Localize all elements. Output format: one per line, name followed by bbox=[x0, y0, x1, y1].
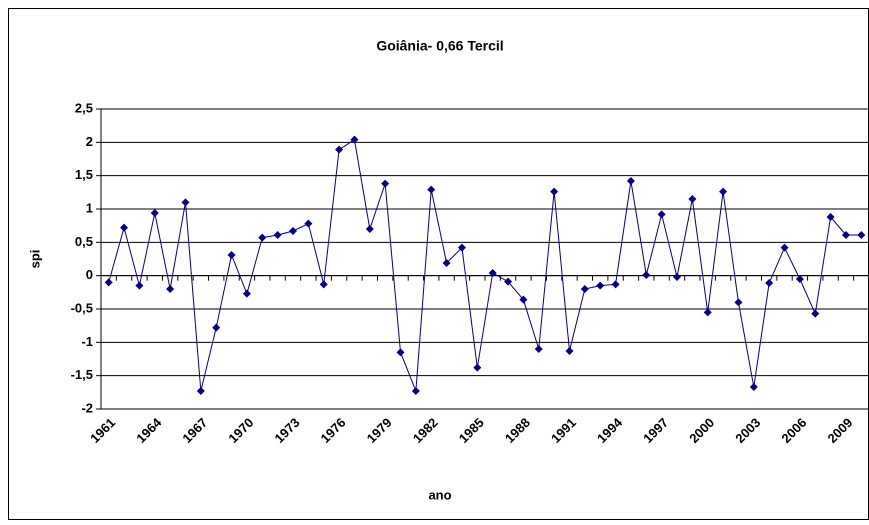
marker bbox=[657, 210, 666, 219]
marker bbox=[626, 177, 635, 185]
marker bbox=[411, 387, 420, 395]
marker bbox=[135, 281, 144, 290]
marker bbox=[765, 279, 774, 287]
marker bbox=[196, 387, 205, 395]
marker bbox=[580, 285, 589, 293]
chart-border bbox=[8, 8, 869, 520]
marker bbox=[442, 259, 451, 267]
marker bbox=[335, 145, 344, 154]
marker bbox=[304, 219, 313, 228]
marker bbox=[473, 363, 482, 372]
marker bbox=[611, 280, 620, 289]
y-tick-label: 0 bbox=[86, 267, 93, 282]
marker bbox=[550, 187, 559, 196]
marker bbox=[120, 223, 129, 232]
marker bbox=[565, 347, 574, 355]
marker bbox=[227, 251, 236, 259]
marker bbox=[273, 231, 282, 239]
marker bbox=[811, 309, 820, 318]
marker bbox=[289, 227, 297, 235]
marker bbox=[719, 187, 728, 196]
marker bbox=[642, 271, 651, 279]
marker bbox=[534, 345, 543, 353]
marker bbox=[734, 298, 743, 307]
marker bbox=[795, 275, 804, 283]
y-axis-label: spi bbox=[27, 250, 42, 269]
line bbox=[108, 138, 862, 392]
marker bbox=[258, 233, 267, 242]
marker bbox=[703, 308, 712, 317]
marker bbox=[826, 213, 835, 221]
marker bbox=[857, 231, 866, 239]
marker bbox=[396, 348, 405, 357]
y-tick-label: 0,5 bbox=[75, 234, 93, 249]
y-tick-label: -2 bbox=[81, 400, 93, 415]
x-axis-label: ano bbox=[428, 487, 451, 502]
marker bbox=[242, 289, 251, 298]
marker bbox=[596, 281, 605, 290]
marker bbox=[381, 179, 390, 188]
y-tick-label: -1,5 bbox=[71, 367, 93, 382]
y-tick-label: -0,5 bbox=[71, 300, 93, 315]
chart-title: Goiânia- 0,66 Tercil bbox=[376, 38, 503, 54]
y-tick-label: 2,5 bbox=[75, 100, 93, 115]
marker bbox=[150, 209, 159, 217]
marker bbox=[504, 277, 513, 286]
marker bbox=[212, 323, 221, 332]
marker bbox=[749, 383, 758, 391]
marker bbox=[104, 278, 113, 287]
marker bbox=[319, 280, 328, 289]
marker bbox=[841, 231, 850, 239]
marker bbox=[181, 198, 190, 207]
marker bbox=[673, 273, 681, 281]
marker bbox=[457, 243, 466, 252]
y-tick-label: 2 bbox=[86, 134, 93, 149]
marker bbox=[166, 285, 175, 293]
y-tick-label: 1,5 bbox=[75, 167, 93, 182]
marker bbox=[519, 295, 528, 304]
marker bbox=[427, 185, 436, 194]
marker bbox=[365, 225, 374, 233]
marker bbox=[488, 269, 497, 277]
y-tick-label: 1 bbox=[86, 200, 93, 215]
marker bbox=[688, 195, 697, 203]
marker bbox=[350, 135, 359, 144]
marker bbox=[780, 243, 789, 252]
y-tick-label: -1 bbox=[81, 334, 93, 349]
